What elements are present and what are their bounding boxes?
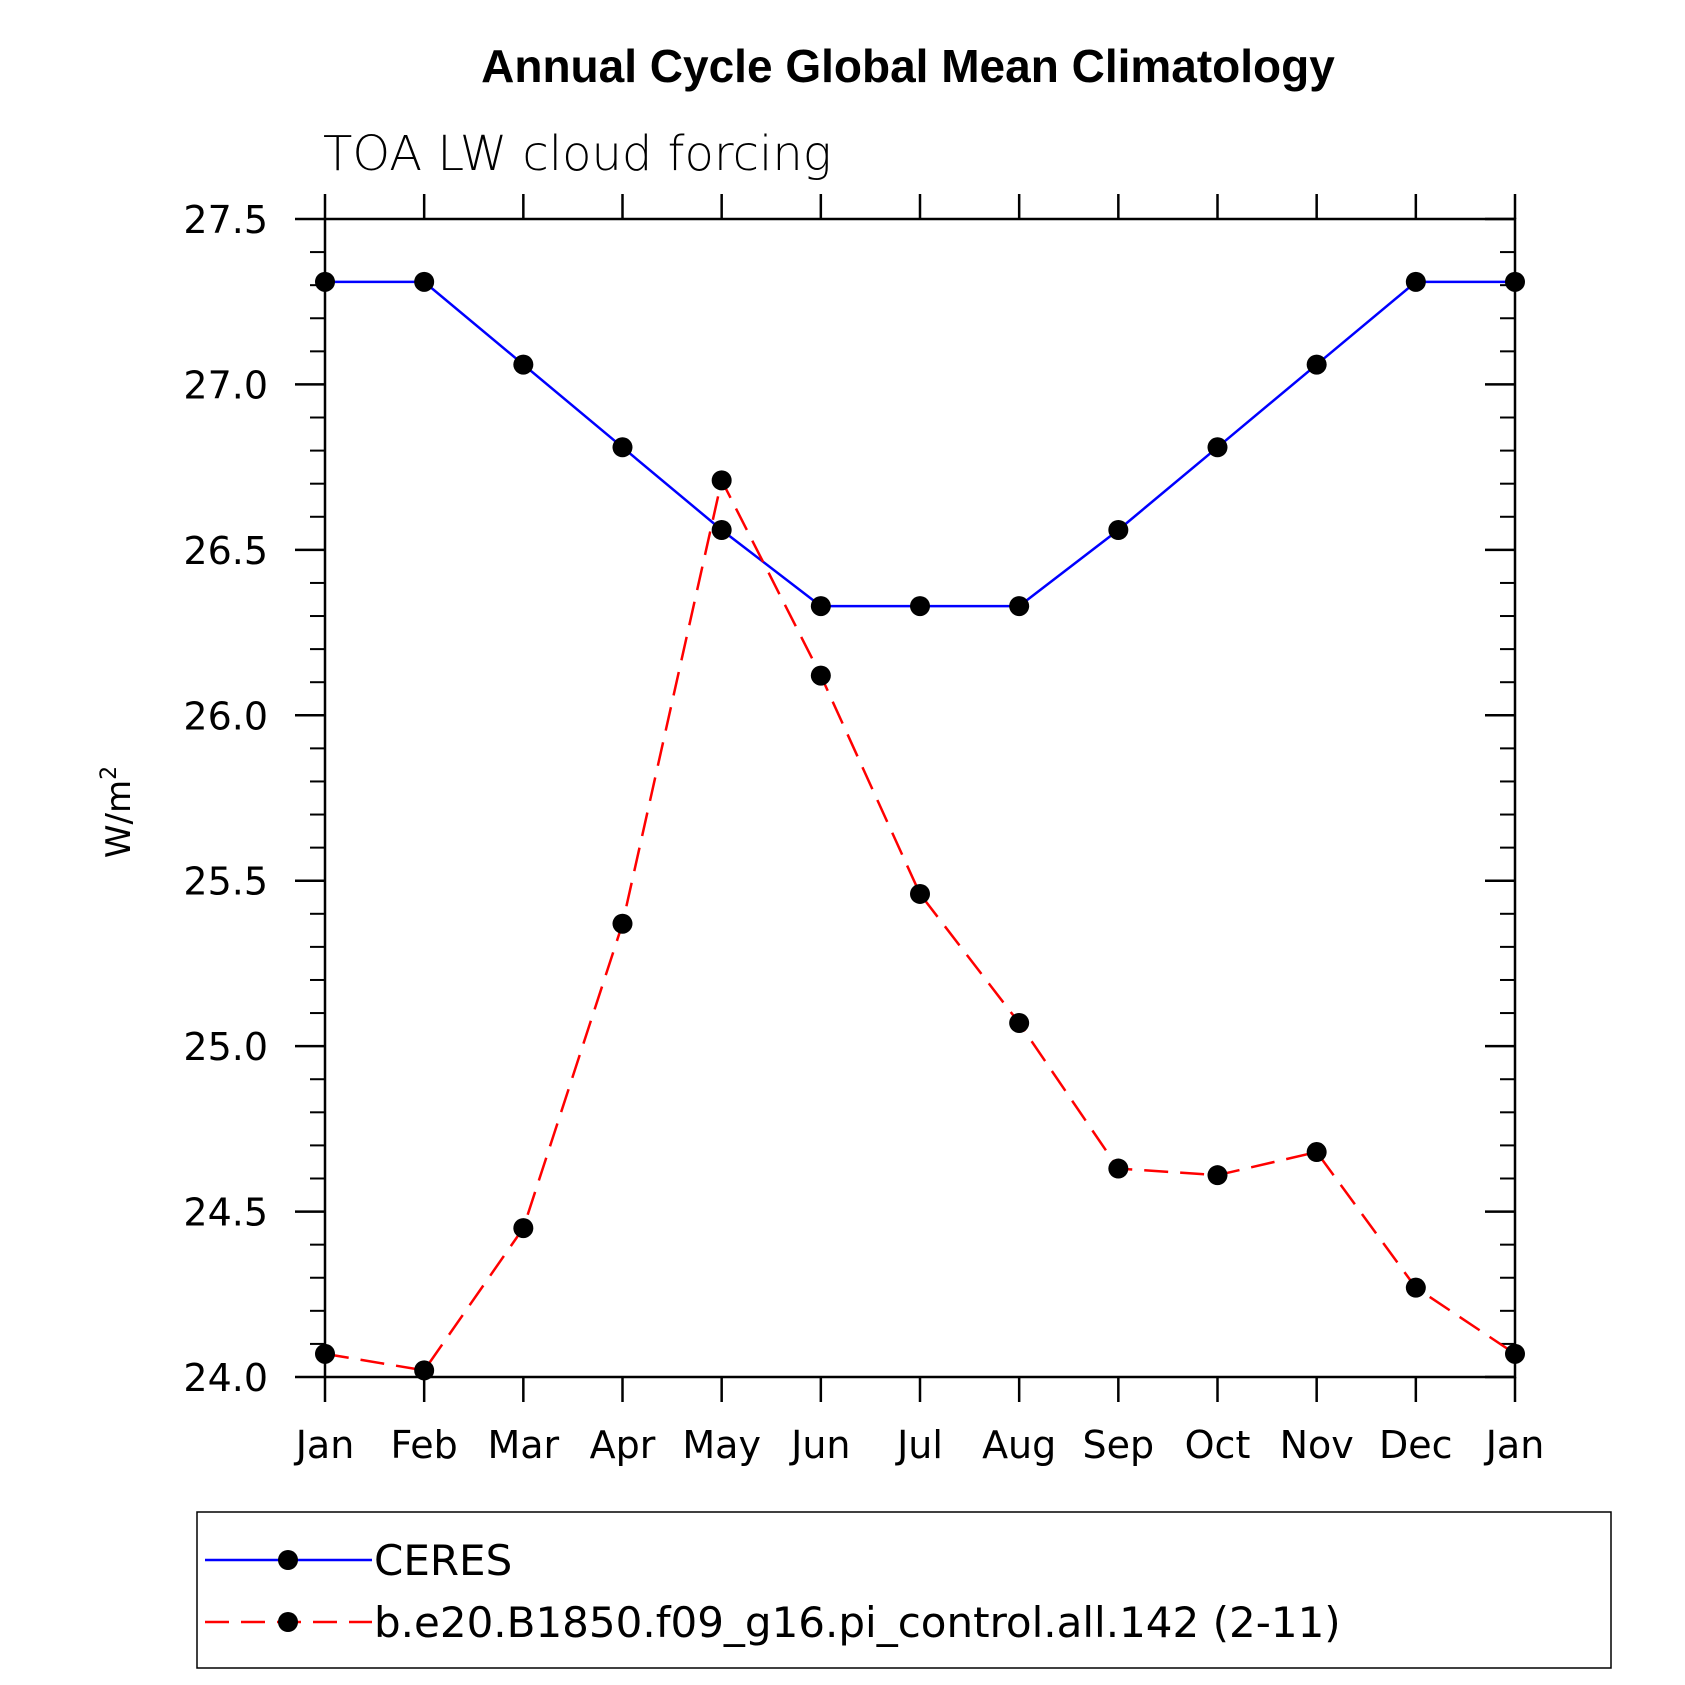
y-tick-label: 24.0 — [183, 1356, 268, 1400]
data-point — [1405, 1277, 1426, 1298]
chart-title: Annual Cycle Global Mean Climatology — [481, 40, 1335, 92]
x-tick-label: Oct — [1185, 1423, 1251, 1467]
data-point — [810, 596, 831, 617]
data-point — [711, 520, 732, 541]
x-tick-label: Nov — [1280, 1423, 1354, 1467]
data-point — [910, 883, 930, 904]
legend-label: b.e20.B1850.f09_g16.pi_control.all.142 (… — [374, 1598, 1341, 1647]
x-tick-label: Aug — [982, 1423, 1056, 1467]
data-point — [1306, 1142, 1327, 1163]
y-tick-label: 27.0 — [183, 363, 268, 407]
data-point — [612, 437, 633, 458]
x-tick-label: Feb — [391, 1423, 458, 1467]
x-tick-label: Jan — [294, 1423, 355, 1467]
chart-subtitle: TOA LW cloud forcing — [323, 126, 832, 182]
series-line-1 — [325, 280, 1515, 608]
x-tick-label: Apr — [590, 1423, 656, 1467]
data-point — [1009, 1012, 1030, 1033]
series-points — [315, 271, 1525, 1381]
x-tick-label: Dec — [1379, 1423, 1453, 1467]
data-point — [711, 470, 732, 491]
data-point — [1108, 520, 1129, 541]
svg-text:W/m2: W/m2 — [97, 766, 139, 858]
data-point — [414, 1360, 435, 1381]
y-tick-label: 26.5 — [183, 529, 268, 573]
x-tick-label: May — [682, 1423, 761, 1467]
legend-marker — [278, 1612, 298, 1632]
data-point — [1009, 596, 1030, 617]
series-lines — [324, 280, 1516, 1372]
legend-label: CERES — [374, 1536, 512, 1585]
y-tick-label: 26.0 — [183, 694, 268, 738]
legend-marker — [278, 1550, 298, 1570]
y-tick-label: 25.0 — [183, 1025, 268, 1069]
axis-tick-labels: Jan Feb Mar Apr May Jun Jul Aug Sep Oct Nov Dec Jan 2… — [183, 198, 1544, 1467]
data-point — [910, 596, 930, 617]
y-axis-label-superscript: 2 — [97, 766, 122, 780]
x-tick-label: Sep — [1083, 1423, 1155, 1467]
data-point — [513, 354, 534, 375]
x-tick-label: Jul — [895, 1423, 943, 1467]
legend: CERES b.e20.B1850.f09_g16.pi_control.all.… — [196, 1511, 1612, 1669]
data-point — [1108, 1158, 1129, 1179]
y-axis-label-text: W/m — [99, 780, 139, 858]
legend-box — [196, 1511, 1612, 1669]
data-point — [513, 1218, 534, 1239]
y-tick-label: 27.5 — [183, 198, 268, 242]
data-point — [1207, 437, 1228, 458]
y-tick-label: 24.5 — [183, 1191, 268, 1235]
data-point — [810, 665, 831, 686]
x-tick-label: Jun — [789, 1423, 850, 1467]
data-point — [1207, 1165, 1228, 1186]
data-point — [612, 913, 633, 934]
data-point — [1306, 354, 1327, 375]
y-axis-label: W/m2 — [97, 766, 139, 858]
data-point — [1405, 271, 1426, 292]
x-tick-label: Jan — [1484, 1423, 1545, 1467]
axis-ticks — [295, 194, 1517, 1402]
y-tick-label: 25.5 — [183, 860, 268, 904]
data-point — [414, 271, 435, 292]
x-tick-label: Mar — [487, 1423, 559, 1467]
plot-frame — [323, 217, 1517, 1379]
